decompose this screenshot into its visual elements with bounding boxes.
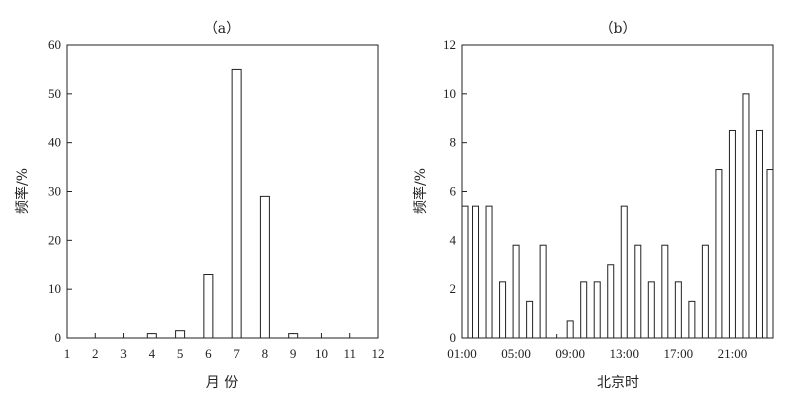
bar (755, 129, 763, 339)
panel-b-title: （b） (600, 21, 637, 37)
bar (566, 320, 574, 339)
bar (259, 195, 270, 339)
bar (231, 68, 242, 339)
panel-b-y-ticks: 0 2 4 6 8 10 12 (443, 37, 467, 345)
bar (203, 274, 214, 339)
bar (701, 244, 709, 339)
panel-a-x-ticks: 1 2 3 4 5 6 7 8 9 10 11 12 (64, 333, 385, 361)
bar (512, 244, 520, 339)
panel-a-x-tick-label: 3 (120, 346, 127, 361)
panel-b-x-tick-label: 01:00 (447, 346, 477, 361)
bar (766, 169, 774, 339)
panel-b-x-ticks: 01:00 05:00 09:00 13:00 17:00 21:00 (447, 334, 774, 361)
panel-b-x-tick-label: 17:00 (664, 346, 694, 361)
bar (620, 205, 628, 339)
bar (472, 205, 480, 339)
panel-b-x-tick-label: 13:00 (609, 346, 639, 361)
bar (146, 333, 157, 339)
panel-b-y-axis-label: 频率/% (412, 168, 429, 214)
panel-b-bars (461, 93, 774, 339)
panel-b-x-tick-label: 09:00 (555, 346, 585, 361)
bar (539, 244, 547, 339)
bar (674, 281, 682, 339)
panel-b-y-tick-label: 6 (450, 184, 457, 199)
panel-b-y-tick-label: 0 (450, 330, 457, 345)
panel-a-y-tick-label: 0 (55, 330, 62, 345)
bar (175, 330, 186, 339)
panel-a-title: （a） (204, 21, 240, 37)
panel-b-y-tick-label: 8 (450, 135, 457, 150)
panel-a-x-tick-label: 9 (290, 346, 297, 361)
panel-a-x-tick-label: 8 (262, 346, 269, 361)
bar (661, 244, 669, 339)
panel-a-x-tick-label: 12 (372, 346, 385, 361)
panel-a-x-tick-label: 11 (343, 346, 356, 361)
bar (607, 264, 615, 339)
panel-a-x-tick-label: 10 (315, 346, 328, 361)
panel-b-y-tick-label: 4 (450, 232, 457, 247)
panel-a-x-tick-label: 5 (177, 346, 184, 361)
panel-b-x-tick-label: 05:00 (501, 346, 531, 361)
bar (485, 205, 493, 339)
panel-b-y-tick-label: 10 (443, 86, 456, 101)
bar (580, 281, 588, 339)
bar (499, 281, 507, 339)
panel-a-x-tick-label: 1 (64, 346, 71, 361)
bar (728, 129, 736, 339)
panel-a-bars (146, 68, 299, 339)
bar (742, 93, 750, 339)
panel-a-y-tick-label: 10 (48, 281, 61, 296)
bar (288, 333, 299, 339)
panel-a-x-axis-label: 月 份 (206, 375, 238, 391)
bar (593, 281, 601, 339)
panel-b: （b） 0 2 4 6 8 10 12 01:00 05:00 09:00 13:00 17:00 2… (412, 21, 774, 391)
panel-b-y-tick-label: 12 (443, 37, 456, 52)
panel-a-x-tick-label: 2 (92, 346, 99, 361)
panel-a-y-tick-label: 30 (48, 184, 61, 199)
panel-b-y-tick-label: 2 (450, 281, 457, 296)
panel-a-y-tick-label: 20 (48, 232, 61, 247)
bar (634, 244, 642, 339)
panel-b-x-axis-label: 北京时 (597, 375, 639, 391)
panel-a-plot-frame (66, 44, 379, 339)
bar (647, 281, 655, 339)
panel-a-y-tick-label: 50 (48, 86, 61, 101)
bar (688, 300, 696, 339)
panel-b-x-tick-label: 21:00 (718, 346, 748, 361)
panel-a-x-tick-label: 4 (149, 346, 156, 361)
bar (715, 169, 723, 339)
panel-a-y-tick-label: 60 (48, 37, 61, 52)
panel-a-x-tick-label: 6 (205, 346, 212, 361)
panel-a-y-tick-label: 40 (48, 135, 61, 150)
bar (526, 300, 534, 339)
panel-b-plot-frame (461, 44, 774, 339)
panel-a-x-tick-label: 7 (233, 346, 240, 361)
bar (461, 205, 469, 339)
panel-a-y-axis-label: 频率/% (14, 168, 31, 214)
panel-a-y-ticks: 0 10 20 30 40 50 60 (48, 37, 72, 345)
